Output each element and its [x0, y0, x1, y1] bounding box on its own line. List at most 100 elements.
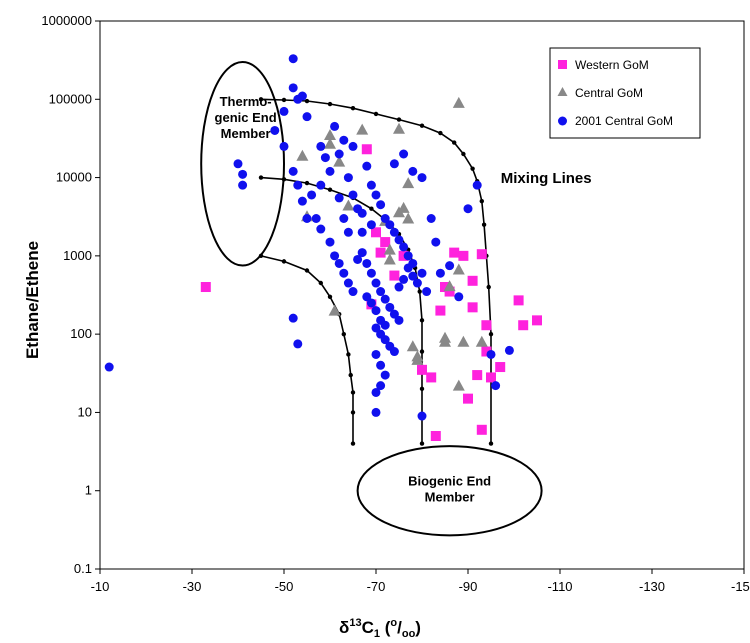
central-gom-2001-point	[320, 153, 330, 163]
central-gom-point	[296, 149, 309, 161]
x-tick-label: -150	[731, 579, 750, 594]
x-tick-label: -10	[91, 579, 110, 594]
central-gom-2001-point	[343, 227, 353, 237]
central-gom-2001-point	[403, 263, 413, 273]
mixing-line-node	[481, 222, 487, 227]
biogenic-label: Member	[425, 490, 475, 505]
western-gom-point	[472, 370, 483, 381]
central-gom-2001-point	[463, 204, 473, 214]
legend: Western GoM Central GoM 2001 Central GoM	[549, 47, 701, 139]
mixing-line-node	[419, 441, 425, 446]
central-gom-2001-point	[353, 254, 363, 264]
western-gom-point	[467, 302, 478, 313]
y-tick-label: 10000	[56, 170, 92, 185]
mixing-line-node	[281, 177, 287, 182]
central-gom-point	[393, 122, 405, 134]
x-axis-title: δ13C1 (o/oo)	[339, 617, 421, 640]
western-gom-point	[481, 346, 492, 357]
central-gom-2001-point	[380, 214, 390, 224]
western-gom-point	[389, 270, 400, 281]
central-gom-2001-point	[302, 214, 312, 224]
x-tick-label: -70	[367, 579, 386, 594]
central-gom-2001-point	[339, 135, 349, 145]
central-gom-2001-point	[307, 190, 317, 200]
mixing-line-node	[470, 166, 475, 171]
central-gom-2001-point	[389, 159, 399, 169]
legend-label-central: Central GoM	[575, 86, 643, 100]
central-gom-2001-point	[339, 214, 349, 224]
mixing-line-node	[350, 390, 356, 395]
central-gom-2001-point	[380, 320, 390, 330]
western-gom-point	[518, 320, 529, 331]
central-gom-2001-point	[348, 190, 358, 200]
western-gom-point	[426, 372, 437, 383]
thermogenic-label: Member	[221, 126, 271, 141]
western-gom-point	[495, 362, 506, 373]
central-gom-2001-point	[104, 362, 114, 372]
y-tick-label: 1000	[63, 248, 92, 263]
western-gom-point	[200, 282, 211, 293]
legend-label-western: Western GoM	[575, 58, 649, 72]
central-gom-2001-point	[417, 173, 427, 183]
x-tick-label: -130	[639, 579, 665, 594]
western-gom-point	[444, 286, 455, 297]
mixing-line-node	[479, 198, 484, 204]
western-gom-point	[449, 247, 460, 258]
y-tick-label: 100	[70, 326, 92, 341]
central-gom-2001-point	[491, 381, 501, 391]
central-gom-point	[452, 263, 465, 275]
western-gom-point	[463, 393, 473, 404]
mixing-line-node	[419, 386, 425, 392]
central-gom-2001-point	[316, 180, 326, 190]
mixing-line	[260, 255, 354, 444]
central-gom-2001-point	[334, 258, 344, 268]
western-gom-point	[435, 305, 446, 316]
central-gom-point	[411, 353, 424, 365]
mixing-line-node	[419, 318, 425, 323]
y-tick-label: 100000	[49, 91, 92, 106]
legend-label-2001-central: 2001 Central GoM	[575, 114, 673, 128]
western-gom-point	[481, 320, 492, 331]
central-gom-point	[324, 128, 336, 140]
central-gom-2001-point	[297, 196, 307, 206]
x-tick-label: -90	[459, 579, 478, 594]
mixing-line-node	[419, 123, 425, 128]
mixing-line-node	[438, 130, 443, 136]
western-gom-point	[430, 430, 441, 441]
central-gom-2001-point	[279, 141, 289, 151]
central-gom-2001-point	[417, 411, 427, 421]
western-gom-point	[532, 315, 542, 326]
central-gom-2001-point	[330, 121, 340, 131]
central-gom-point	[443, 280, 456, 292]
central-gom-point	[439, 331, 451, 343]
central-gom-2001-point	[389, 309, 399, 319]
mixing-line-node	[452, 140, 457, 145]
central-gom-point	[452, 96, 465, 108]
mixing-line-node	[346, 352, 351, 357]
central-gom-point	[402, 212, 415, 224]
central-gom-2001-point	[238, 180, 248, 190]
mixing-line-node	[304, 180, 310, 186]
central-gom-2001-point	[233, 159, 243, 169]
central-gom-2001-point	[371, 387, 381, 397]
western-gom-point	[476, 424, 487, 435]
central-gom-2001-point	[394, 282, 404, 292]
central-gom-2001-point	[334, 149, 344, 159]
central-gom-point	[383, 243, 396, 255]
central-gom-point	[452, 379, 465, 391]
central-gom-2001-point	[288, 54, 298, 64]
mixing-line-node	[417, 289, 422, 294]
central-gom-2001-point	[362, 258, 372, 268]
central-gom-2001-point	[472, 180, 482, 190]
mixing-line-node	[350, 441, 356, 446]
central-gom-point	[324, 137, 336, 149]
central-gom-2001-point	[311, 214, 321, 224]
central-gom-2001-point	[302, 112, 312, 122]
central-gom-2001-point	[343, 173, 353, 183]
central-gom-2001-point	[486, 349, 496, 359]
central-gom-2001-point	[348, 141, 358, 151]
central-gom-2001-point	[366, 180, 376, 190]
mixing-line-node	[304, 98, 310, 104]
central-gom-2001-point	[445, 261, 455, 271]
central-gom-2001-point	[293, 180, 303, 190]
